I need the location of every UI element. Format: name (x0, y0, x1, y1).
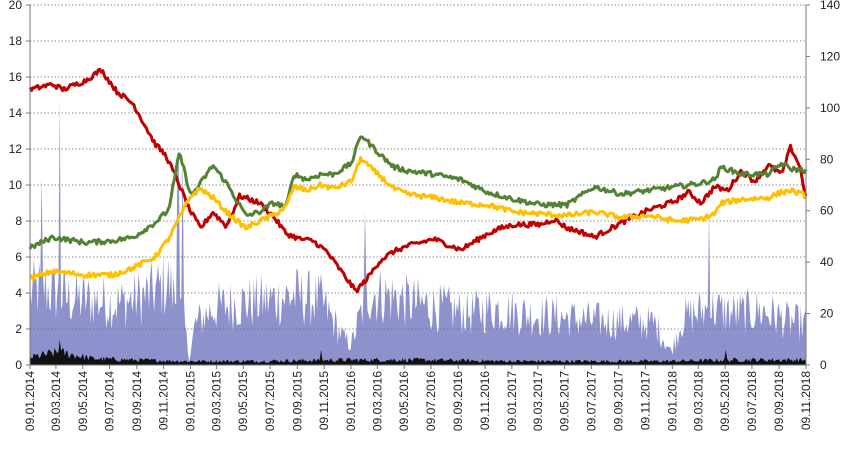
y-left-tick-label: 14 (9, 106, 23, 120)
x-tick-label: 09.05.2017 (558, 371, 572, 431)
series-black-area (30, 339, 806, 365)
x-tick-label: 09.11.2014 (157, 371, 171, 430)
line-layer (28, 67, 808, 294)
y-left-tick-label: 6 (15, 250, 22, 264)
y-left-tick-label: 4 (15, 286, 22, 300)
x-tick-label: 09.11.2015 (317, 371, 331, 430)
x-tick-label: 09.07.2018 (745, 371, 759, 431)
y-left-tick-label: 16 (9, 70, 23, 84)
y-left-tick-label: 20 (9, 0, 23, 12)
y-left-tick-label: 12 (9, 142, 23, 156)
y-right-tick-label: 120 (820, 49, 840, 63)
x-tick-label: 09.03.2015 (209, 371, 223, 431)
x-tick-label: 09.07.2014 (103, 371, 117, 431)
x-tick-label: 09.05.2014 (76, 371, 90, 431)
series-yellow-line (29, 156, 807, 282)
x-tick-label: 09.03.2016 (370, 371, 384, 431)
series-red-line (28, 67, 808, 294)
x-tick-label: 09.01.2018 (665, 371, 679, 431)
y-right-tick-label: 0 (820, 358, 827, 372)
area-layer (30, 97, 806, 365)
x-tick-label: 09.07.2015 (263, 371, 277, 431)
y-left-tick-label: 2 (15, 322, 22, 336)
y-axis-right-ticks: 0 20 40 60 80 100 120 140 (806, 0, 840, 372)
series-blue-area (30, 97, 806, 365)
y-right-tick-label: 140 (820, 0, 840, 12)
x-tick-label: 09.09.2017 (612, 371, 626, 431)
series-green-line (28, 135, 808, 250)
y-right-tick-label: 20 (820, 307, 834, 321)
y-left-tick-label: 8 (15, 214, 22, 228)
x-tick-label: 09.05.2015 (236, 371, 250, 431)
x-tick-label: 09.01.2015 (183, 371, 197, 431)
x-tick-label: 09.07.2016 (424, 371, 438, 431)
y-left-tick-label: 18 (9, 34, 23, 48)
x-tick-label: 09.07.2017 (584, 371, 598, 431)
x-tick-label: 09.01.2016 (344, 371, 358, 431)
x-tick-label: 09.09.2014 (130, 371, 144, 431)
x-tick-label: 09.09.2015 (290, 371, 304, 431)
x-axis-ticks: 09.01.2014 09.03.2014 09.05.2014 09.07.2014… (23, 365, 813, 431)
y-right-tick-label: 60 (820, 204, 834, 218)
x-tick-label: 09.11.2017 (639, 371, 653, 430)
x-tick-label: 09.03.2018 (691, 371, 705, 431)
y-axis-left-ticks: 0 2 4 6 8 10 12 14 16 18 20 (9, 0, 30, 372)
x-tick-label: 09.11.2018 (799, 371, 813, 430)
y-right-tick-label: 40 (820, 255, 834, 269)
x-tick-label: 09.05.2018 (718, 371, 732, 431)
x-tick-label: 09.05.2016 (397, 371, 411, 431)
x-tick-label: 09.01.2017 (505, 371, 519, 431)
y-left-tick-label: 0 (15, 358, 22, 372)
y-right-tick-label: 80 (820, 152, 834, 166)
x-tick-label: 09.03.2014 (49, 371, 63, 431)
y-left-tick-label: 10 (9, 178, 23, 192)
x-tick-label: 09.01.2014 (23, 371, 37, 431)
x-tick-label: 09.11.2016 (478, 371, 492, 430)
x-tick-label: 09.09.2016 (451, 371, 465, 431)
x-tick-label: 09.03.2017 (531, 371, 545, 431)
y-right-tick-label: 100 (820, 101, 840, 115)
x-tick-label: 09.09.2018 (772, 371, 786, 431)
